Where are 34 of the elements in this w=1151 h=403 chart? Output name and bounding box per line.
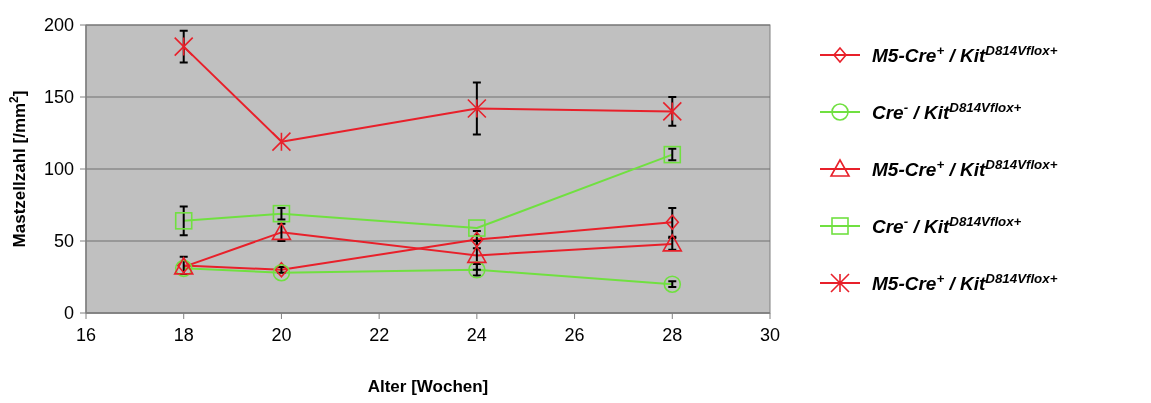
y-tick-label: 50 xyxy=(53,231,74,251)
point xyxy=(662,234,683,252)
y-tick-label: 100 xyxy=(43,159,74,179)
x-tick-label: 26 xyxy=(564,325,585,345)
legend-label: M5-Cre$^{+}$ / Kit$^{D814Vflox+}$ xyxy=(872,156,1058,180)
point xyxy=(663,275,682,293)
x-tick-label: 28 xyxy=(662,325,683,345)
legend-label: M5-Cre$^{+}$ / Kit$^{D814Vflox+}$ xyxy=(872,270,1058,294)
x-axis-title: Alter [Wochen] xyxy=(367,377,489,396)
point xyxy=(663,145,682,164)
point xyxy=(467,98,487,119)
point xyxy=(271,222,292,241)
y-tick-label: 200 xyxy=(43,15,74,35)
y-tick-label: 150 xyxy=(43,87,74,107)
point xyxy=(271,131,292,152)
point xyxy=(272,204,291,223)
x-tick-label: 22 xyxy=(369,325,390,345)
point xyxy=(173,36,194,57)
point xyxy=(468,219,486,237)
point xyxy=(665,214,680,231)
legend-label: Cre$^{-}$ / Kit$^{D814Vflox+}$ xyxy=(872,213,1022,237)
x-tick-label: 30 xyxy=(759,325,781,345)
legend-label: M5-Cre$^{+}$ / Kit$^{D814Vflox+}$ xyxy=(872,42,1058,66)
x-tick-label: 24 xyxy=(466,325,487,345)
point xyxy=(468,261,486,279)
point xyxy=(467,245,487,264)
x-tick-label: 16 xyxy=(75,325,97,345)
point xyxy=(274,262,289,278)
x-tick-label: 18 xyxy=(173,325,194,345)
point xyxy=(174,212,193,230)
y-tick-label: 0 xyxy=(63,303,74,323)
point xyxy=(662,101,683,122)
legend-label: Cre$^{-}$ / Kit$^{D814Vflox+}$ xyxy=(872,99,1022,123)
x-tick-label: 20 xyxy=(271,325,292,345)
